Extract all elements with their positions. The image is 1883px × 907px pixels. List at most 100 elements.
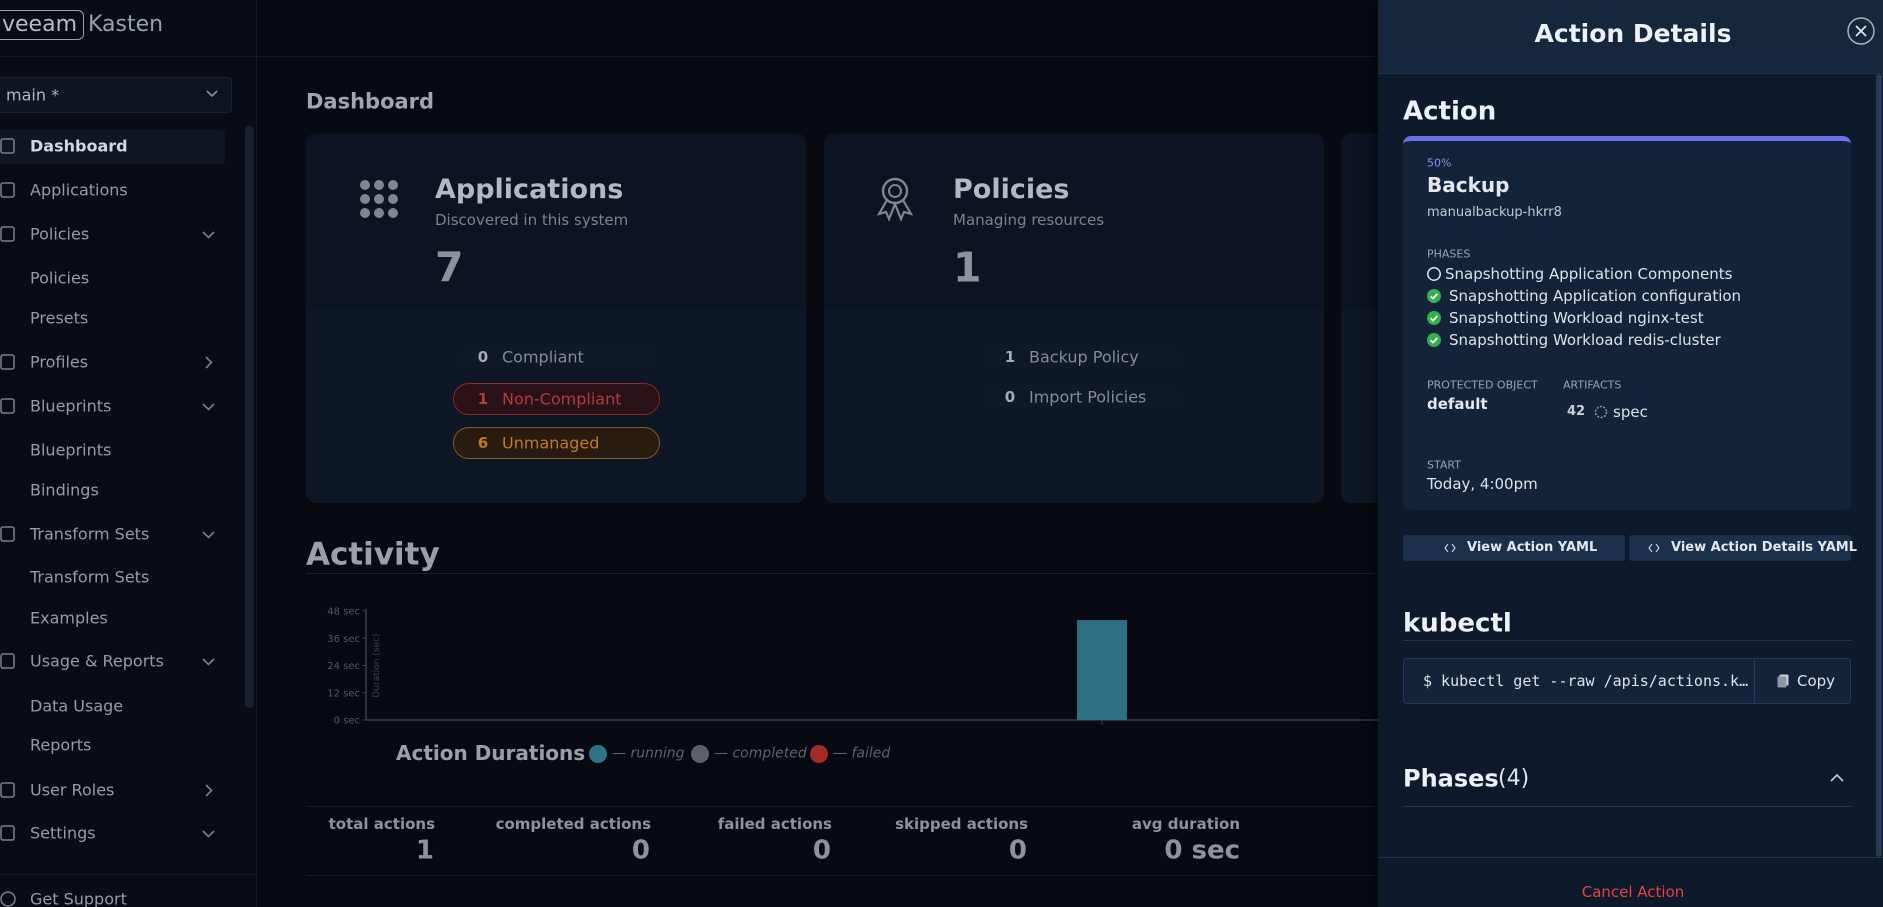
nav-icon [0, 653, 15, 669]
summary-value: 0 [812, 835, 831, 866]
stat-label: Backup Policy [1029, 347, 1139, 367]
button-label[interactable]: View Action YAML [1467, 540, 1598, 556]
nav-item[interactable]: Transform Sets [30, 567, 150, 587]
summary-label: failed actions [717, 815, 832, 833]
nav-item[interactable]: Applications [30, 180, 128, 200]
section-title: Action [1403, 96, 1497, 127]
nav-chevron [202, 531, 215, 539]
legend-swatch [691, 745, 709, 763]
nav-icon [0, 526, 15, 542]
nav-icon [0, 182, 15, 198]
stat-label: Import Policies [1029, 387, 1147, 407]
summary-label: skipped actions [895, 815, 1028, 833]
y-tick-label: 36 sec [327, 634, 360, 645]
progress-label: 50% [1427, 156, 1452, 170]
legend-swatch [810, 745, 828, 763]
nav-item[interactable]: Bindings [30, 480, 99, 500]
nav-item[interactable]: Profiles [30, 352, 89, 372]
copy-button[interactable]: Copy [1797, 672, 1836, 690]
summary-bottom-border [306, 875, 1378, 876]
stat-label: Non-Compliant [502, 389, 622, 409]
artifacts-kind: spec [1613, 403, 1648, 421]
spec-icon [1594, 405, 1608, 419]
drawer-title: Action Details [1534, 19, 1732, 48]
nav-item[interactable]: Blueprints [30, 396, 112, 416]
stat-pill [980, 381, 1187, 413]
action-id: manualbackup-hkrr8 [1427, 205, 1562, 221]
summary-top-border [306, 806, 1378, 807]
nav-item[interactable]: Policies [30, 268, 90, 288]
y-tick-label: 24 sec [327, 661, 360, 672]
artifacts-count: 42 [1567, 404, 1586, 420]
cluster-name: main * [6, 85, 60, 105]
y-tick-label: 0 sec [334, 716, 360, 727]
command-divider [1754, 659, 1755, 703]
stat-pill [980, 341, 1187, 373]
y-axis-label: Duration (sec) [372, 633, 382, 697]
nav-item[interactable]: Examples [30, 608, 108, 628]
page-title: Dashboard [306, 89, 435, 114]
nav-icon [0, 226, 15, 242]
drawer-footer [1378, 857, 1883, 907]
yaml-button[interactable] [1629, 535, 1851, 561]
code-icon [1648, 543, 1660, 553]
summary-value: 0 [631, 835, 650, 866]
stat-label: Compliant [502, 347, 584, 367]
phase-pending-icon [1427, 267, 1441, 281]
drawer-header [1378, 0, 1883, 74]
card-subtitle: Discovered in this system [435, 211, 629, 229]
nav-item[interactable]: Data Usage [30, 696, 124, 716]
applications-icon [360, 180, 398, 218]
phase-done-icon [1427, 333, 1441, 347]
y-tick-label: 48 sec [327, 607, 360, 618]
summary-value: 0 [1008, 835, 1027, 866]
card-title: Applications [435, 173, 624, 205]
yaml-button[interactable] [1403, 535, 1625, 561]
nav-item[interactable]: Reports [30, 735, 92, 755]
nav-item[interactable]: Transform Sets [30, 524, 150, 544]
field-value: default [1427, 395, 1488, 413]
stat-count: 0 [477, 348, 489, 366]
nav-chevron [202, 403, 215, 411]
stat-count: 0 [1004, 388, 1016, 406]
nav-item[interactable]: Dashboard [30, 136, 128, 156]
collapse-chevron [1830, 773, 1844, 782]
card-count: 7 [435, 243, 464, 292]
phase-done-icon [1427, 289, 1441, 303]
stat-pill [453, 427, 660, 459]
button-label[interactable]: View Action Details YAML [1671, 540, 1858, 556]
section-title: Phases [1403, 764, 1499, 793]
topbar [257, 0, 1883, 57]
nav-item[interactable]: Usage & Reports [30, 651, 164, 671]
nav-item[interactable]: User Roles [30, 780, 115, 800]
nav-item[interactable]: Blueprints [30, 440, 112, 460]
action-name: Backup [1427, 173, 1510, 197]
sidebar-top-border [0, 56, 257, 57]
cluster-select[interactable] [0, 77, 232, 113]
get-support[interactable]: Get Support [30, 889, 127, 907]
phase-item: Snapshotting Workload redis-cluster [1449, 331, 1721, 349]
sidebar-scrollbar [245, 126, 254, 708]
nav-item[interactable]: Policies [30, 224, 90, 244]
stat-pill [453, 383, 660, 415]
brand-box [0, 10, 84, 40]
stat-label: Unmanaged [502, 433, 600, 453]
close-button[interactable] [1847, 17, 1875, 45]
nav-icon [0, 354, 15, 370]
card-title: Policies [953, 173, 1070, 205]
summary-value: 1 [415, 835, 434, 866]
action-card [1403, 136, 1851, 510]
nav-icon [0, 825, 15, 841]
chart-title: Action Durations [396, 741, 586, 765]
command-box [1403, 658, 1851, 704]
cancel-button[interactable]: Cancel Action [1581, 883, 1685, 901]
nav-item[interactable]: Presets [30, 308, 89, 328]
support-icon [0, 891, 16, 907]
nav-item[interactable]: Settings [30, 823, 96, 843]
phase-item: Snapshotting Application configuration [1449, 287, 1742, 305]
y-tick-label: 12 sec [327, 688, 360, 699]
select-chevron [206, 90, 218, 98]
nav-icon [0, 782, 15, 798]
nav-chevron [202, 830, 215, 838]
